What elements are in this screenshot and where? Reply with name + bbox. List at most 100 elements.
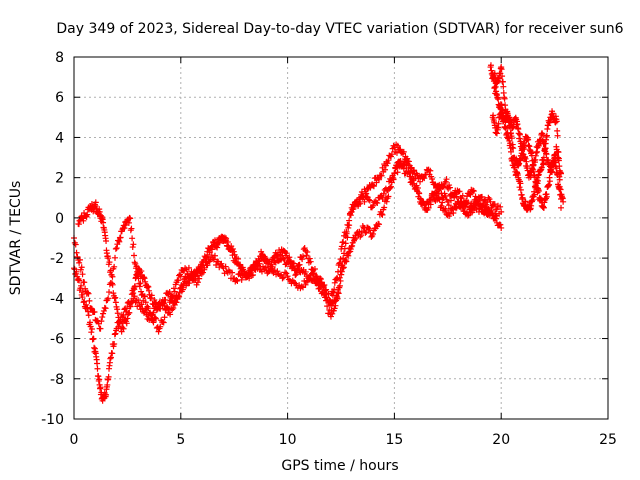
data-point (299, 253, 306, 260)
data-point (124, 315, 131, 322)
data-point (312, 273, 319, 280)
data-point (148, 292, 155, 299)
data-point (105, 373, 112, 380)
data-point (97, 212, 104, 219)
data-point (500, 83, 507, 90)
data-point (173, 299, 180, 306)
data-point (138, 288, 145, 295)
data-point (107, 355, 114, 362)
data-point (283, 250, 290, 257)
data-point (479, 203, 486, 210)
data-point (421, 202, 428, 209)
data-point (394, 142, 401, 149)
data-point (229, 252, 236, 259)
data-point (162, 297, 169, 304)
data-point (552, 119, 559, 126)
data-point (549, 168, 556, 175)
y-tick-label: 4 (55, 130, 64, 146)
data-point (105, 255, 112, 262)
data-point (370, 182, 377, 189)
y-axis-label: SDTVAR / TECUs (8, 181, 24, 296)
data-point (420, 198, 427, 205)
data-point (342, 240, 349, 247)
data-point (134, 271, 141, 278)
data-point (376, 221, 383, 228)
data-point (226, 245, 233, 252)
data-point (525, 136, 532, 143)
data-point (535, 187, 542, 194)
data-point (207, 245, 214, 252)
data-point (311, 277, 318, 284)
data-point (283, 270, 290, 277)
data-point (439, 194, 446, 201)
data-point (314, 274, 321, 281)
data-point (239, 264, 246, 271)
data-point (153, 299, 160, 306)
data-point (107, 279, 114, 286)
data-point (145, 283, 152, 290)
data-point (337, 268, 344, 275)
data-point (96, 376, 103, 383)
data-point (87, 319, 94, 326)
data-point (222, 263, 229, 270)
data-point (306, 276, 313, 283)
data-point (446, 184, 453, 191)
data-point (394, 169, 401, 176)
data-point (481, 197, 488, 204)
data-point (325, 291, 332, 298)
data-point (374, 200, 381, 207)
data-point (76, 277, 83, 284)
data-point (298, 283, 305, 290)
data-point (112, 254, 119, 261)
data-point (134, 270, 141, 277)
data-point (349, 242, 356, 249)
data-point (362, 229, 369, 236)
data-point (519, 194, 526, 201)
data-point (540, 160, 547, 167)
x-tick-label: 15 (385, 432, 403, 448)
data-point (341, 245, 348, 252)
data-point (103, 237, 110, 244)
data-point (97, 384, 104, 391)
x-tick-label: 0 (70, 432, 79, 448)
data-point (426, 197, 433, 204)
data-point (465, 199, 472, 206)
data-point (373, 199, 380, 206)
data-point (88, 325, 95, 332)
data-point (357, 200, 364, 207)
data-point (370, 230, 377, 237)
data-point (498, 66, 505, 73)
data-point (210, 256, 217, 263)
data-point (329, 310, 336, 317)
data-point (378, 210, 385, 217)
data-point (486, 196, 493, 203)
data-point (497, 203, 504, 210)
data-point (471, 203, 478, 210)
data-point (145, 287, 152, 294)
data-point (293, 269, 300, 276)
data-point (556, 176, 563, 183)
data-point (510, 145, 517, 152)
data-point (142, 299, 149, 306)
data-point (152, 314, 159, 321)
data-point (291, 265, 298, 272)
data-point (406, 170, 413, 177)
data-point (170, 292, 177, 299)
y-tick-label: -4 (50, 291, 64, 307)
data-point (180, 281, 187, 288)
data-point (487, 62, 494, 69)
data-point (554, 132, 561, 139)
data-point (78, 264, 85, 271)
data-point (338, 271, 345, 278)
data-points (71, 62, 567, 404)
data-point (370, 202, 377, 209)
data-point (533, 179, 540, 186)
data-point (456, 188, 463, 195)
data-point (202, 259, 209, 266)
data-point (280, 274, 287, 281)
data-point (270, 257, 277, 264)
data-point (543, 151, 550, 158)
y-tick-label: -6 (50, 332, 64, 348)
data-point (169, 293, 176, 300)
data-point (205, 253, 212, 260)
